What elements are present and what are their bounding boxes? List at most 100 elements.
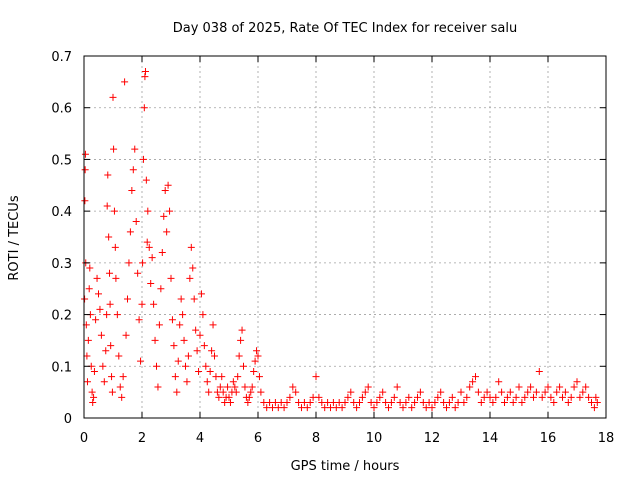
y-tick-label: 0.3 [51, 257, 72, 272]
data-point [176, 321, 184, 329]
data-point [196, 331, 204, 339]
data-point [559, 393, 566, 401]
data-point [255, 373, 263, 381]
data-point [128, 186, 136, 194]
data-point [353, 404, 361, 412]
data-point [134, 269, 142, 277]
data-point [157, 285, 165, 293]
x-tick-label: 12 [424, 431, 441, 446]
data-point [402, 398, 410, 406]
data-point [104, 171, 112, 179]
data-point [163, 228, 171, 236]
data-point [393, 383, 401, 391]
data-point [219, 388, 227, 396]
data-point [180, 336, 188, 344]
data-point [226, 398, 234, 406]
data-point [477, 398, 485, 406]
data-point [113, 311, 121, 319]
data-point [187, 243, 195, 251]
axis-ticks [83, 55, 607, 419]
data-point [567, 393, 575, 401]
data-point [379, 388, 387, 396]
data-point [501, 398, 508, 406]
data-point [590, 404, 598, 412]
data-point [315, 393, 323, 401]
data-point [503, 393, 511, 401]
data-point [451, 404, 459, 412]
data-point [184, 352, 192, 360]
data-point [218, 373, 226, 381]
x-tick-label: 2 [138, 431, 146, 446]
data-point [405, 393, 413, 401]
data-point [203, 378, 211, 386]
data-point [86, 264, 94, 272]
data-point [428, 404, 436, 412]
data-point [530, 393, 537, 401]
data-point [139, 155, 147, 163]
data-point [431, 398, 439, 406]
x-tick-label: 18 [598, 431, 615, 446]
data-point [147, 280, 155, 288]
data-point [95, 290, 102, 298]
data-point [103, 202, 111, 210]
data-point [338, 404, 346, 412]
data-point [88, 388, 96, 396]
data-point [515, 383, 523, 391]
data-point [164, 181, 172, 189]
data-point [585, 393, 593, 401]
data-point [341, 398, 349, 406]
data-point [195, 367, 203, 375]
data-point [139, 259, 147, 267]
data-point [170, 342, 178, 350]
data-point [122, 331, 130, 339]
data-point [553, 388, 561, 396]
data-point [102, 347, 110, 355]
data-point [124, 295, 131, 303]
data-point [469, 378, 477, 386]
data-point [358, 393, 366, 401]
y-tick-label: 0 [64, 412, 72, 427]
plot-frame [83, 55, 607, 419]
data-point [85, 285, 93, 293]
data-point [247, 388, 255, 396]
data-point [535, 367, 543, 375]
data-point [512, 393, 520, 401]
data-point [171, 373, 179, 381]
data-point [110, 145, 118, 153]
data-point [416, 388, 424, 396]
data-point [107, 342, 115, 350]
data-point [174, 357, 182, 365]
data-point [506, 388, 514, 396]
data-point [121, 78, 129, 86]
data-point [460, 398, 468, 406]
data-point [109, 93, 117, 101]
data-point [280, 404, 288, 412]
data-point [408, 404, 416, 412]
data-point [234, 373, 242, 381]
data-point [411, 398, 419, 406]
data-point [141, 73, 149, 81]
data-point [177, 295, 185, 303]
data-point [235, 352, 243, 360]
data-point [489, 398, 497, 406]
data-point [556, 383, 564, 391]
data-point [135, 316, 143, 324]
data-point [89, 398, 97, 406]
data-point [197, 290, 205, 298]
data-point [550, 398, 558, 406]
data-point [457, 388, 465, 396]
data-point [97, 331, 105, 339]
data-point [90, 367, 98, 375]
data-point [112, 274, 120, 282]
data-point [561, 388, 569, 396]
data-point [524, 388, 532, 396]
y-tick-label: 0.6 [51, 102, 72, 117]
data-point [200, 342, 208, 350]
data-point [166, 207, 174, 215]
data-point [81, 197, 89, 205]
data-point [231, 383, 239, 391]
grid [84, 56, 606, 418]
data-point [126, 228, 134, 236]
data-point [579, 388, 587, 396]
x-axis-label: GPS time / hours [291, 459, 400, 474]
